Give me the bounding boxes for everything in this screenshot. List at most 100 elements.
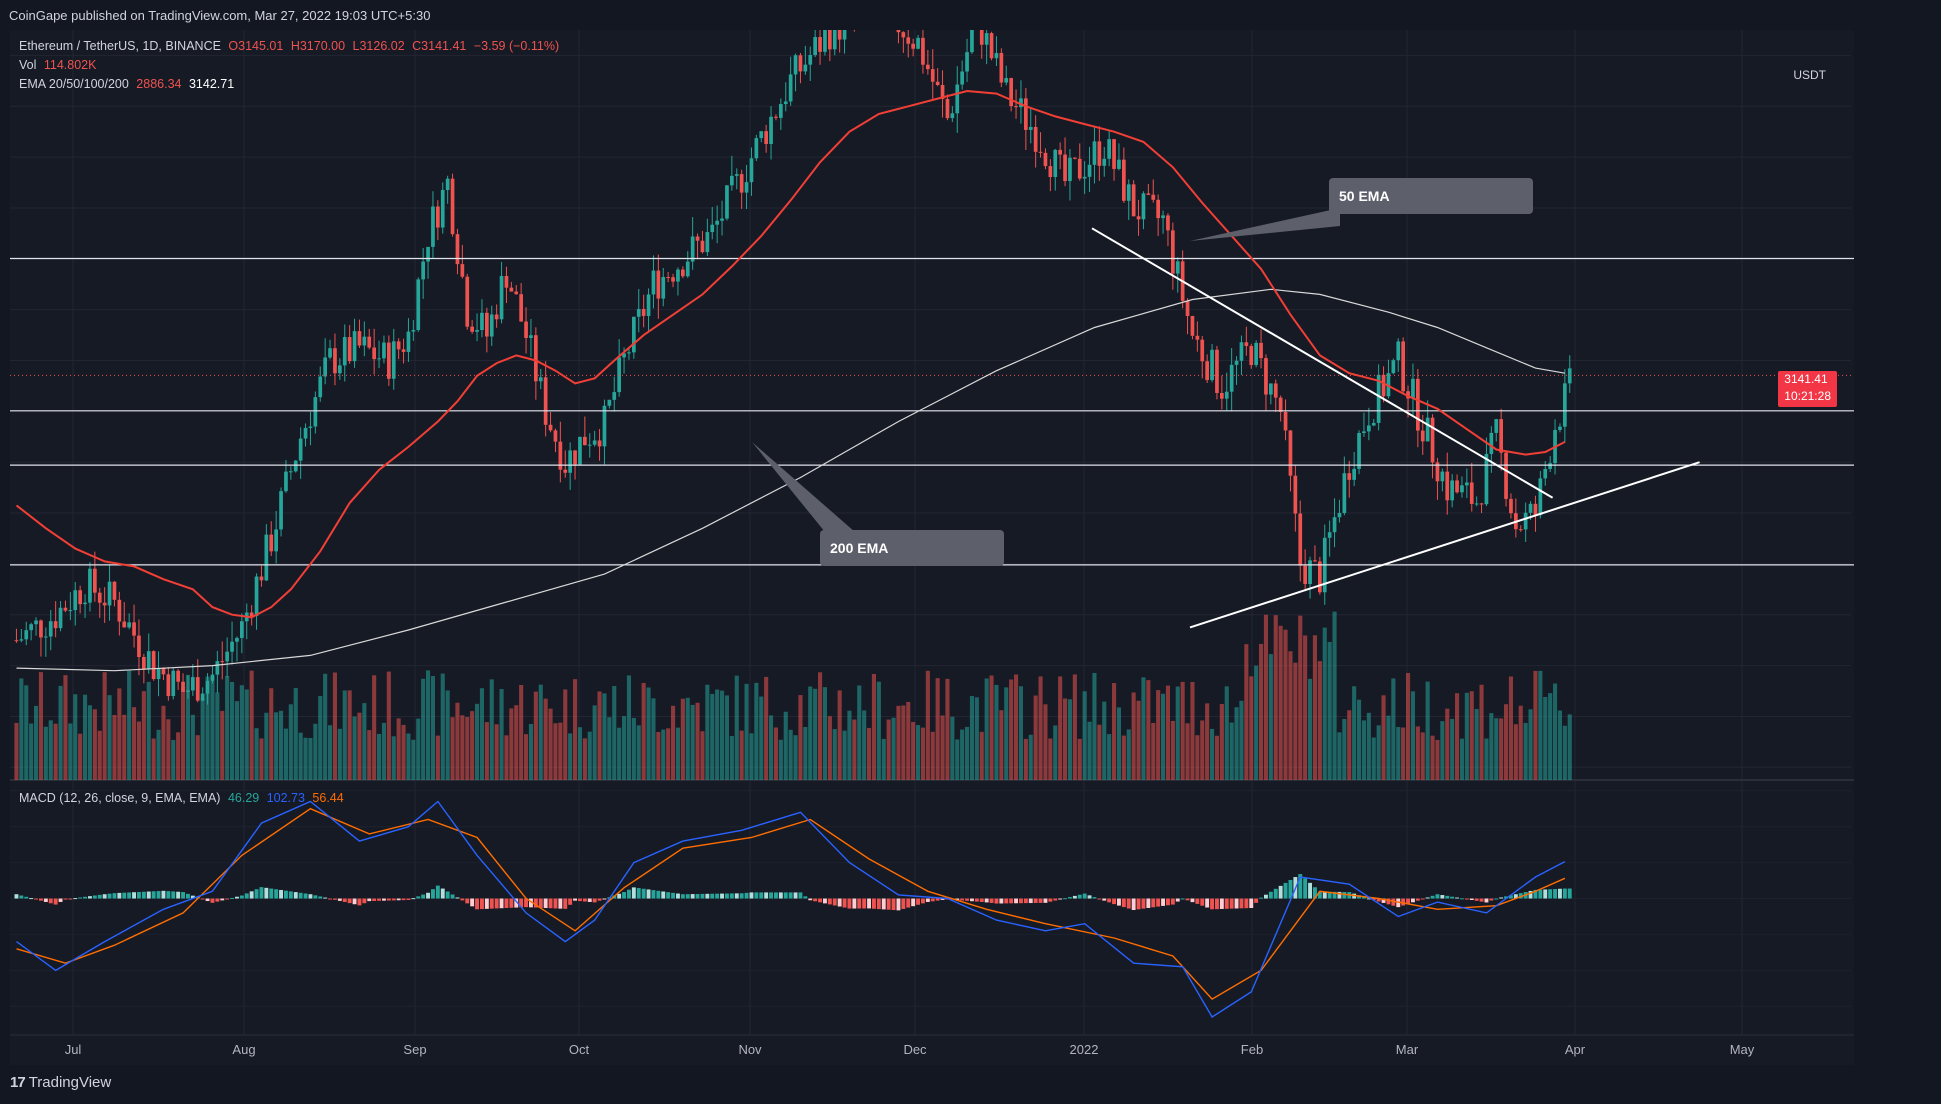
candle-body [999, 52, 1004, 83]
volume-bar [867, 727, 872, 780]
volume-bar [1244, 644, 1249, 780]
macd-histogram-bar [1283, 882, 1288, 899]
candle-body [1504, 452, 1508, 499]
volume-bar [1548, 693, 1553, 780]
volume-bar [1557, 710, 1562, 780]
volume-bar [1116, 707, 1121, 780]
candle-body [230, 641, 234, 652]
macd-histogram-bar [68, 898, 73, 900]
macd-histogram-bar [1117, 898, 1121, 906]
candle-body [1273, 383, 1278, 398]
macd-histogram-bar [1229, 898, 1234, 909]
macd-histogram-bar [823, 898, 827, 904]
macd-histogram-bar [808, 898, 813, 901]
x-tick-label: Apr [1565, 1042, 1586, 1057]
macd-histogram-bar [151, 891, 156, 899]
candle-body [749, 158, 754, 183]
volume-bar [29, 723, 34, 780]
macd-histogram-bar [867, 898, 871, 909]
candle-body [1342, 473, 1347, 513]
volume-bar [489, 679, 494, 780]
macd-histogram-bar [1396, 898, 1401, 908]
volume-bar [445, 690, 450, 780]
macd-histogram-bar [377, 898, 381, 901]
macd-histogram-bar [1254, 898, 1259, 903]
volume-bar [499, 689, 504, 780]
macd-histogram-bar [1430, 895, 1435, 899]
macd-histogram-bar [102, 894, 107, 899]
candle-body [181, 681, 185, 692]
candle-body [906, 37, 911, 44]
volume-bar [1513, 724, 1518, 780]
macd-histogram-bar [769, 892, 773, 899]
trendline-ascending [1189, 461, 1700, 629]
candle-body [411, 329, 416, 332]
macd-histogram-bar [955, 898, 960, 901]
candle-body [1048, 166, 1053, 177]
candle-body [984, 33, 989, 45]
candle-body [1298, 513, 1303, 566]
macd-histogram-bar [230, 897, 234, 899]
candle-body [485, 312, 489, 337]
candle-body [1171, 230, 1175, 274]
candle-body [641, 309, 646, 316]
currency-label[interactable]: USDT [1793, 68, 1826, 82]
volume-bar [1146, 680, 1151, 780]
vol-label: Vol [19, 58, 37, 72]
volume-bar [974, 697, 979, 780]
macd-histogram-bar [901, 898, 906, 909]
macd-histogram-bar [431, 889, 435, 899]
candle-body [426, 246, 430, 262]
volume-bar [661, 729, 666, 780]
volume-bar [587, 731, 592, 780]
symbol-title: Ethereum / TetherUS, 1D, BINANCE [19, 39, 221, 53]
volume-bar [1126, 729, 1131, 780]
macd-histogram-bar [1371, 898, 1376, 900]
candle-body [813, 37, 817, 56]
candle-body [803, 64, 808, 72]
macd-histogram-bar [1548, 889, 1553, 899]
candle-body [44, 636, 48, 638]
volume-bar [377, 733, 382, 780]
candle-body [269, 534, 274, 552]
macd-histogram-bar [1259, 897, 1263, 899]
chart-area[interactable]: JulAugSepOctNovDec2022FebMarAprMay1600.0… [10, 30, 1854, 1065]
macd-histogram-bar [1342, 891, 1347, 899]
candle-body [161, 668, 166, 675]
macd-histogram-bar [1303, 878, 1308, 899]
volume-bar [1161, 693, 1166, 780]
volume-bar [543, 698, 548, 780]
volume-bar [906, 701, 911, 780]
volume-bar [1067, 699, 1072, 780]
tradingview-logo[interactable]: 17 TradingView [10, 1074, 111, 1091]
macd-histogram-bar [1244, 898, 1249, 909]
candle-body [264, 534, 269, 581]
macd-histogram-bar [1543, 889, 1548, 899]
candle-body [489, 314, 494, 337]
volume-bar [185, 674, 190, 780]
volume-bar [323, 673, 328, 780]
macd-histogram-bar [186, 893, 190, 899]
candle-body [156, 668, 161, 680]
candle-body [1156, 199, 1160, 219]
macd-histogram-bar [215, 898, 220, 902]
ema-legend: EMA 20/50/100/200 2886.34 3142.71 [19, 77, 238, 91]
candle-body [774, 116, 778, 118]
volume-bar [568, 733, 573, 780]
macd-histogram-bar [1489, 898, 1494, 901]
macd-histogram-bar [1038, 898, 1043, 903]
x-tick-label: 2022 [1070, 1042, 1099, 1057]
volume-bar [1082, 691, 1087, 780]
chart-canvas[interactable]: JulAugSepOctNovDec2022FebMarAprMay1600.0… [10, 30, 1854, 1065]
candle-body [651, 270, 656, 295]
volume-bar [514, 705, 519, 780]
macd-histogram-bar [1469, 898, 1474, 900]
macd-histogram-bar [656, 890, 661, 899]
candle-body [1229, 364, 1234, 392]
candle-body [935, 81, 940, 85]
candle-body [475, 330, 479, 332]
volume-bar [1435, 739, 1440, 780]
macd-histogram-bar [455, 897, 460, 899]
candle-body [1303, 565, 1307, 585]
candle-body [289, 471, 293, 473]
